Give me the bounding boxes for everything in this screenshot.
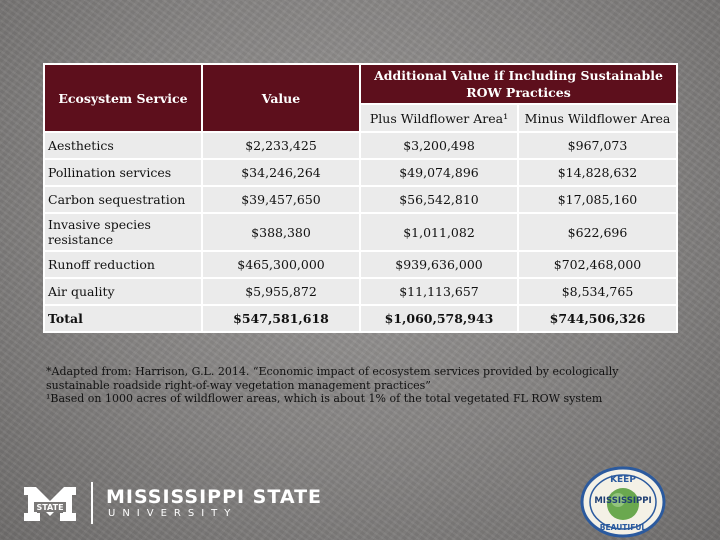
- table-row: Carbon sequestration $39,457,650 $56,542…: [43, 185, 679, 214]
- table-row: Air quality $5,955,872 $11,113,657 $8,53…: [43, 277, 679, 306]
- svg-text:KEEP: KEEP: [610, 475, 636, 485]
- row-service: Runoff reduction: [43, 250, 203, 279]
- row-service: Total: [43, 304, 203, 333]
- row-plus: $11,113,657: [359, 277, 519, 306]
- row-minus: $14,828,632: [516, 158, 679, 187]
- row-minus: $702,468,000: [516, 250, 679, 279]
- row-value: $465,300,000: [201, 250, 361, 279]
- row-plus: $49,074,896: [359, 158, 519, 187]
- svg-text:BEAUTIFUL: BEAUTIFUL: [600, 523, 647, 532]
- table-row: Invasive species resistance $388,380 $1,…: [43, 212, 679, 252]
- row-service: Air quality: [43, 277, 203, 306]
- row-plus: $56,542,810: [359, 185, 519, 214]
- row-value: $34,246,264: [201, 158, 361, 187]
- row-service: Aesthetics: [43, 131, 203, 160]
- footnotes: *Adapted from: Harrison, G.L. 2014. “Eco…: [46, 365, 666, 406]
- ecosystem-services-table: Ecosystem Service Value Additional Value…: [43, 63, 679, 333]
- university-subtitle: UNIVERSITY: [108, 508, 238, 519]
- table-row-total: Total $547,581,618 $1,060,578,943 $744,5…: [43, 304, 679, 333]
- header-value: Value: [201, 63, 361, 133]
- header-ecosystem-service: Ecosystem Service: [43, 63, 203, 133]
- row-service: Pollination services: [43, 158, 203, 187]
- row-service: Invasive species resistance: [43, 212, 203, 252]
- row-plus: $1,060,578,943: [359, 304, 519, 333]
- row-plus: $1,011,082: [359, 212, 519, 252]
- row-service: Carbon sequestration: [43, 185, 203, 214]
- row-minus: $17,085,160: [516, 185, 679, 214]
- footnote-based: ¹Based on 1000 acres of wildflower areas…: [46, 392, 603, 405]
- university-name: MISSISSIPPI STATE: [106, 486, 323, 508]
- header-plus-wildflower: Plus Wildflower Area¹: [359, 103, 519, 133]
- row-minus: $967,073: [516, 131, 679, 160]
- footnote-adapted: *Adapted from: Harrison, G.L. 2014. “Eco…: [46, 365, 619, 392]
- row-value: $2,233,425: [201, 131, 361, 160]
- row-plus: $3,200,498: [359, 131, 519, 160]
- row-value: $388,380: [201, 212, 361, 252]
- svg-text:MISSISSIPPI: MISSISSIPPI: [594, 496, 651, 506]
- header-additional-value: Additional Value if Including Sustainabl…: [358, 63, 679, 105]
- row-plus: $939,636,000: [359, 250, 519, 279]
- svg-text:STATE: STATE: [36, 503, 63, 512]
- row-value: $547,581,618: [201, 304, 361, 333]
- row-minus: $744,506,326: [516, 304, 679, 333]
- msu-logo-icon: STATE: [24, 487, 76, 521]
- row-value: $39,457,650: [201, 185, 361, 214]
- footer-divider: [91, 482, 93, 524]
- table-row: Pollination services $34,246,264 $49,074…: [43, 158, 679, 187]
- table-row: Runoff reduction $465,300,000 $939,636,0…: [43, 250, 679, 279]
- header-minus-wildflower: Minus Wildflower Area: [516, 103, 679, 133]
- keep-mississippi-beautiful-logo-icon: KEEP MISSISSIPPI BEAUTIFUL: [580, 466, 666, 538]
- row-minus: $8,534,765: [516, 277, 679, 306]
- row-minus: $622,696: [516, 212, 679, 252]
- row-value: $5,955,872: [201, 277, 361, 306]
- table-row: Aesthetics $2,233,425 $3,200,498 $967,07…: [43, 131, 679, 160]
